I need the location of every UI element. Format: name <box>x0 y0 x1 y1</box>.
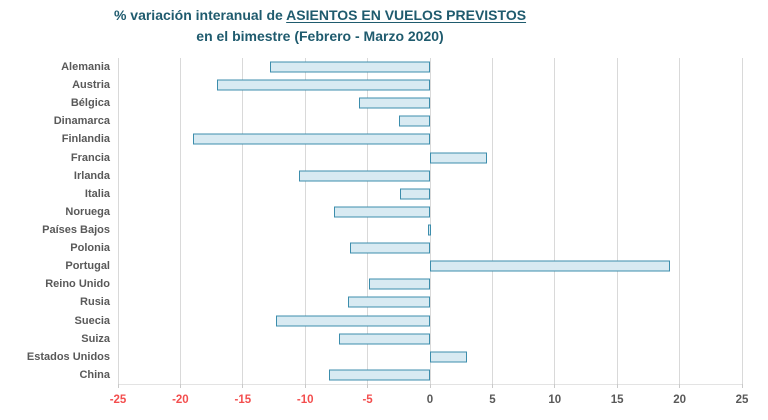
bar-row-irlanda <box>118 167 742 185</box>
x-tick-label-5: 5 <box>489 394 496 406</box>
bar-row-italia <box>118 185 742 203</box>
plot-area <box>117 58 743 384</box>
chart-title-line2: en el bimestre (Febrero - Marzo 2020) <box>196 28 444 44</box>
tickmark-10 <box>554 384 556 388</box>
bar-noruega <box>333 206 431 218</box>
bar-row-suiza <box>118 330 742 348</box>
bar-row-austria <box>118 76 742 94</box>
bar-row-estados-unidos <box>118 348 742 366</box>
bar-row-alemania <box>118 58 742 76</box>
tickmark--10 <box>304 384 306 388</box>
tickmark-15 <box>616 384 618 388</box>
gridline-10 <box>554 58 556 384</box>
category-label-noruega: Noruega <box>65 205 110 218</box>
tickmark--25 <box>117 384 119 388</box>
gridline--5 <box>367 58 369 384</box>
category-axis: Alemania Austria Bélgica Dinamarca Finlandia… <box>0 58 110 384</box>
bar-polonia <box>350 242 431 254</box>
category-label-irlanda: Irlanda <box>73 169 110 182</box>
gridline--25 <box>117 58 119 384</box>
chart-title-underlined: ASIENTOS EN VUELOS PREVISTOS <box>286 7 527 23</box>
tickmark-20 <box>679 384 681 388</box>
gridline-5 <box>491 58 493 384</box>
bar-row-rusia <box>118 293 742 311</box>
x-tick-label--20: -20 <box>172 394 189 406</box>
category-label-francia: Francia <box>70 151 110 164</box>
bar-francia <box>430 152 487 164</box>
category-label-belgica: Bélgica <box>70 97 110 110</box>
bar-series <box>118 58 742 384</box>
tickmark-5 <box>491 384 493 388</box>
category-label-alemania: Alemania <box>61 61 110 74</box>
bar-row-suecia <box>118 312 742 330</box>
bar-finlandia <box>192 133 431 145</box>
bar-row-paises-bajos <box>118 221 742 239</box>
x-tick-label--25: -25 <box>109 394 127 406</box>
category-label-polonia: Polonia <box>70 242 110 255</box>
bar-italia <box>400 188 431 200</box>
tickmark-0 <box>429 384 431 388</box>
category-label-china: China <box>79 368 110 381</box>
bar-row-finlandia <box>118 130 742 148</box>
bar-row-belgica <box>118 94 742 112</box>
category-label-dinamarca: Dinamarca <box>53 115 110 128</box>
category-label-italia: Italia <box>84 187 110 200</box>
gridline-20 <box>679 58 681 384</box>
bar-row-reino-unido <box>118 275 742 293</box>
category-label-suecia: Suecia <box>74 314 110 327</box>
category-label-austria: Austria <box>72 79 110 92</box>
x-tick-label--15: -15 <box>234 394 252 406</box>
x-tick-label--5: -5 <box>362 394 373 406</box>
x-tick-label-25: 25 <box>735 394 749 406</box>
bar-row-dinamarca <box>118 112 742 130</box>
gridline--15 <box>242 58 244 384</box>
category-label-portugal: Portugal <box>65 260 110 273</box>
chart-title: % variación interanual de ASIENTOS EN VU… <box>0 5 640 47</box>
category-label-paises-bajos: Países Bajos <box>42 224 110 237</box>
category-label-estados-unidos: Estados Unidos <box>26 350 110 363</box>
bar-row-noruega <box>118 203 742 221</box>
gridline-0 <box>429 58 431 384</box>
gridline--20 <box>179 58 181 384</box>
tickmark--20 <box>179 384 181 388</box>
gridline-25 <box>741 58 743 384</box>
bar-belgica <box>358 97 431 109</box>
x-tick-label-15: 15 <box>610 394 624 406</box>
bar-row-portugal <box>118 257 742 275</box>
bar-china <box>328 369 431 381</box>
bar-reino-unido <box>368 278 431 290</box>
bar-row-polonia <box>118 239 742 257</box>
x-axis-labels: -25 -20 -15 -10 -5 0 5 10 15 20 25 <box>110 394 749 414</box>
x-tick-label-10: 10 <box>548 394 562 406</box>
x-tick-label-20: 20 <box>673 394 686 406</box>
gridline--10 <box>304 58 306 384</box>
bar-alemania <box>270 61 431 73</box>
x-tick-label--10: -10 <box>296 394 314 406</box>
bar-estados-unidos <box>430 351 467 363</box>
bar-suecia <box>276 315 431 327</box>
tickmark--15 <box>242 384 244 388</box>
bar-irlanda <box>298 170 431 182</box>
gridline-15 <box>616 58 618 384</box>
category-label-rusia: Rusia <box>80 296 110 309</box>
bar-row-china <box>118 366 742 384</box>
x-tick-label-0: 0 <box>426 394 434 406</box>
chart-title-prefix: % variación interanual de <box>113 7 287 23</box>
bar-portugal <box>430 260 671 272</box>
category-label-finlandia: Finlandia <box>61 133 110 146</box>
bar-austria <box>216 79 431 91</box>
bar-rusia <box>347 296 431 308</box>
bar-row-francia <box>118 149 742 167</box>
category-label-reino-unido: Reino Unido <box>45 278 110 291</box>
bar-paises-bajos <box>427 224 431 236</box>
bar-dinamarca <box>398 115 431 127</box>
category-label-suiza: Suiza <box>81 332 110 345</box>
bar-suiza <box>338 333 431 345</box>
tickmark-25 <box>741 384 743 388</box>
tickmark--5 <box>367 384 369 388</box>
chart-title-line1: % variación interanual de ASIENTOS EN VU… <box>114 7 526 23</box>
